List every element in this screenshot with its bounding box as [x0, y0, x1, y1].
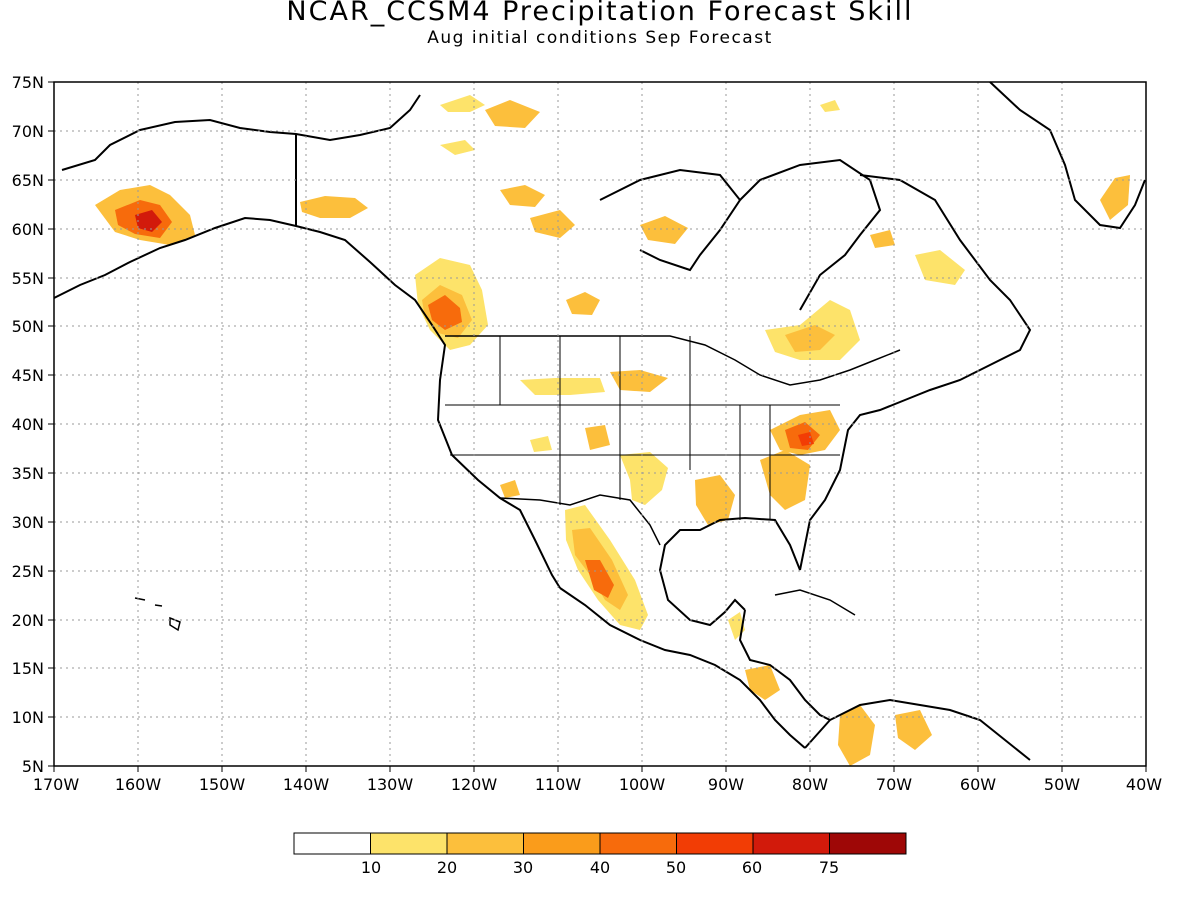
- lon-tick-label: 90W: [708, 775, 744, 794]
- skill-region-arizona: [500, 480, 520, 498]
- legend-swatch: [676, 832, 754, 855]
- legend-swatch: [523, 832, 601, 855]
- coastline-south-america: [804, 698, 1031, 761]
- lat-tick-label: 50N: [12, 317, 44, 336]
- skill-region-mexico-core: [585, 560, 614, 598]
- lon-axis: 170W 160W 150W 140W 130W 120W 110W 100W …: [33, 766, 1162, 794]
- skill-region-carolinas: [760, 450, 810, 510]
- skill-region-colorado: [585, 425, 610, 450]
- lon-tick-label: 60W: [960, 775, 996, 794]
- coastline-gulf: [658, 516, 801, 627]
- map-title: NCAR_CCSM4 Precipitation Forecast Skill: [286, 0, 914, 27]
- coastline-pacific: [53, 216, 561, 589]
- lon-tick-label: 40W: [1126, 775, 1162, 794]
- lon-tick-label: 150W: [199, 775, 246, 794]
- state-meridians: [499, 336, 691, 505]
- map-subtitle: Aug initial conditions Sep Forecast: [427, 28, 773, 48]
- coastline-hawaii: [134, 597, 181, 632]
- skill-region-alaska-peak: [135, 210, 162, 232]
- graticule: [54, 82, 1146, 766]
- lat-tick-label: 15N: [12, 659, 44, 678]
- lat-tick-label: 40N: [12, 415, 44, 434]
- coastline-central-america-pacific: [559, 587, 806, 749]
- skill-region-labrador: [915, 250, 965, 285]
- coastline-central-america-caribbean: [738, 609, 831, 721]
- skill-region-nwt-2: [530, 210, 575, 238]
- legend-label: 20: [437, 858, 457, 877]
- skill-region-montana: [520, 378, 605, 395]
- border-us-mexico: [499, 494, 661, 546]
- legend-swatch: [599, 832, 677, 855]
- lat-axis: 75N 70N 65N 60N 55N 50N 45N 40N 35N 30N …: [12, 73, 54, 776]
- skill-region-bc-core: [428, 295, 462, 330]
- skill-region-honduras: [745, 665, 780, 700]
- skill-region-nwt: [500, 185, 545, 207]
- legend-swatch: [293, 832, 371, 855]
- lon-tick-label: 50W: [1044, 775, 1080, 794]
- lat-tick-label: 70N: [12, 122, 44, 141]
- lat-tick-label: 20N: [12, 611, 44, 630]
- skill-region-hudson-west: [640, 216, 688, 244]
- lon-tick-label: 100W: [619, 775, 666, 794]
- skill-region-colombia: [838, 705, 875, 766]
- skill-region-yukon: [300, 196, 368, 218]
- lon-tick-label: 170W: [33, 775, 80, 794]
- legend-label: 75: [819, 858, 839, 877]
- lat-tick-label: 5N: [22, 757, 44, 776]
- legend-label: 60: [742, 858, 762, 877]
- skill-region-arctic-4: [820, 100, 840, 112]
- color-legend: 10 20 30 40 50 60 75: [293, 832, 907, 877]
- skill-region-arctic-2: [485, 100, 540, 128]
- coastline-hudson-bay: [599, 168, 742, 272]
- skill-region-greenland: [1100, 175, 1130, 220]
- skill-region-ontario-core: [785, 325, 835, 352]
- lat-tick-label: 75N: [12, 73, 44, 92]
- legend-label: 50: [666, 858, 686, 877]
- coastline-hudson-east: [739, 158, 882, 311]
- skill-region-venezuela: [895, 710, 932, 750]
- lon-tick-label: 120W: [451, 775, 498, 794]
- legend-swatches: [293, 832, 907, 855]
- skill-region-quebec-1: [870, 230, 895, 248]
- coastline-arctic-west: [61, 94, 421, 171]
- legend-swatch: [370, 832, 448, 855]
- legend-swatch: [752, 832, 830, 855]
- lat-tick-label: 55N: [12, 269, 44, 288]
- lon-tick-label: 80W: [792, 775, 828, 794]
- lon-tick-label: 70W: [876, 775, 912, 794]
- legend-label: 30: [513, 858, 533, 877]
- coastline-cuba: [774, 589, 856, 616]
- lon-tick-label: 140W: [283, 775, 330, 794]
- lat-tick-label: 35N: [12, 464, 44, 483]
- lat-tick-label: 30N: [12, 513, 44, 532]
- lat-tick-label: 45N: [12, 366, 44, 385]
- lon-tick-label: 110W: [535, 775, 582, 794]
- lat-tick-label: 25N: [12, 562, 44, 581]
- lat-tick-label: 65N: [12, 171, 44, 190]
- lat-tick-label: 60N: [12, 220, 44, 239]
- legend-label: 40: [590, 858, 610, 877]
- skill-region-alberta: [566, 292, 600, 315]
- coastline-greenland: [989, 81, 1146, 230]
- legend-swatch: [446, 832, 524, 855]
- coastline-atlantic: [799, 174, 1032, 571]
- lon-tick-label: 160W: [115, 775, 162, 794]
- lat-tick-label: 10N: [12, 708, 44, 727]
- skill-region-texas: [620, 452, 668, 505]
- skill-region-utah: [530, 436, 552, 452]
- skill-region-louisiana: [695, 475, 735, 525]
- legend-label: 10: [361, 858, 381, 877]
- lon-tick-label: 130W: [367, 775, 414, 794]
- legend-swatch: [829, 832, 907, 855]
- skill-region-arctic-3: [440, 140, 475, 155]
